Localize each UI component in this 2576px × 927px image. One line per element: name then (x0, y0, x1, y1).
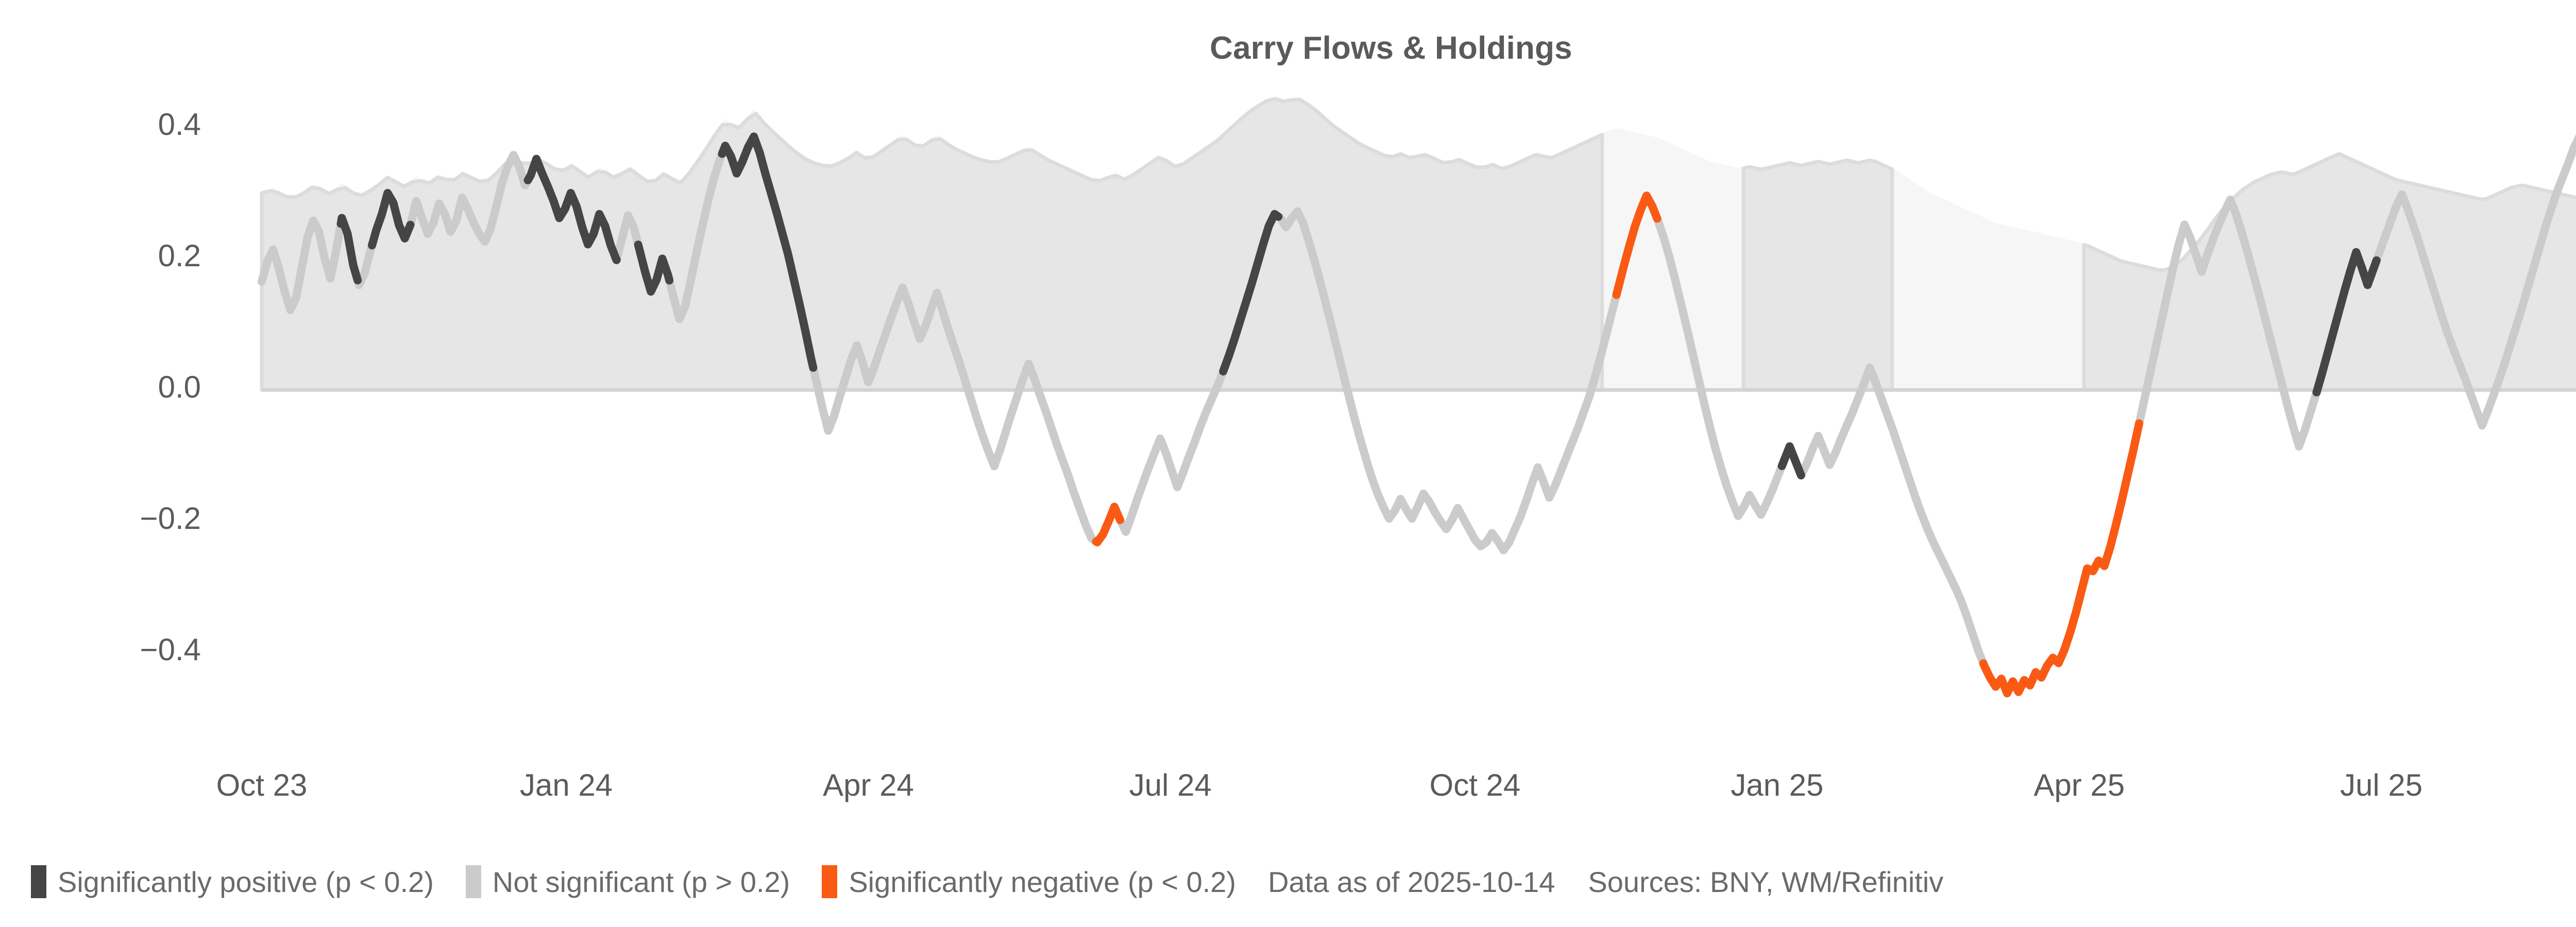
x-axis-tick-label: Oct 23 (216, 768, 308, 802)
legend-swatch-negative (822, 865, 838, 898)
significance-segment-positive-1 (368, 188, 415, 250)
holdings-shaded-region-0 (260, 97, 1604, 392)
significance-segment-positive-10 (2312, 248, 2381, 397)
significance-segment-positive-0 (336, 214, 362, 285)
significance-segment-negative-9 (1979, 419, 2144, 698)
significance-segment-positive-2 (523, 154, 621, 264)
y-axis-tick-label: −0.4 (140, 632, 201, 667)
chart-legend: Significantly positive (p < 0.2) Not sig… (31, 861, 1976, 902)
y-axis-tick-label: 0.4 (158, 107, 201, 142)
significance-segment-positive-6 (1219, 210, 1283, 375)
x-axis-tick-label: Apr 25 (2033, 768, 2125, 802)
legend-swatch-positive (31, 865, 46, 898)
x-axis-tick-label: Jan 25 (1731, 768, 1824, 802)
legend-swatch-neutral (465, 865, 481, 898)
y-axis-tick-label: 0.2 (158, 238, 201, 273)
legend-item-neutral: Not significant (p > 0.2) (465, 865, 790, 899)
significance-segment-negative-5 (1092, 503, 1125, 546)
x-axis-tick-label: Jan 24 (519, 768, 613, 802)
data-as-of-note: Data as of 2025-10-14 (1268, 865, 1555, 898)
significance-segment-positive-8 (1777, 442, 1805, 479)
x-axis-tick-label: Oct 24 (1429, 768, 1521, 802)
x-axis-tick-label: Oct 25 (2551, 767, 2576, 803)
x-axis-tick-label: Apr 24 (823, 768, 914, 802)
legend-label-negative: Significantly negative (p < 0.2) (849, 865, 1236, 898)
legend-label-positive: Significantly positive (p < 0.2) (58, 865, 434, 898)
sources-note: Sources: BNY, WM/Refinitiv (1588, 865, 1944, 898)
legend-item-positive: Significantly positive (p < 0.2) (31, 865, 434, 899)
legend-item-negative: Significantly negative (p < 0.2) (822, 865, 1236, 899)
x-axis-tick-label: Jul 25 (2340, 768, 2423, 802)
significance-segment-positive-4 (718, 132, 818, 372)
legend-label-neutral: Not significant (p > 0.2) (492, 865, 790, 898)
x-axis-tick-label: Jul 24 (1129, 768, 1212, 802)
significance-segment-negative-7 (1612, 192, 1662, 299)
y-axis-tick-label: −0.2 (140, 501, 201, 536)
holdings-shaded-region-2 (1741, 158, 1894, 392)
page-title: Carry Flows & Holdings (1210, 30, 1572, 66)
y-axis-tick-label: 0.0 (158, 370, 201, 405)
significance-segment-positive-3 (634, 241, 674, 296)
